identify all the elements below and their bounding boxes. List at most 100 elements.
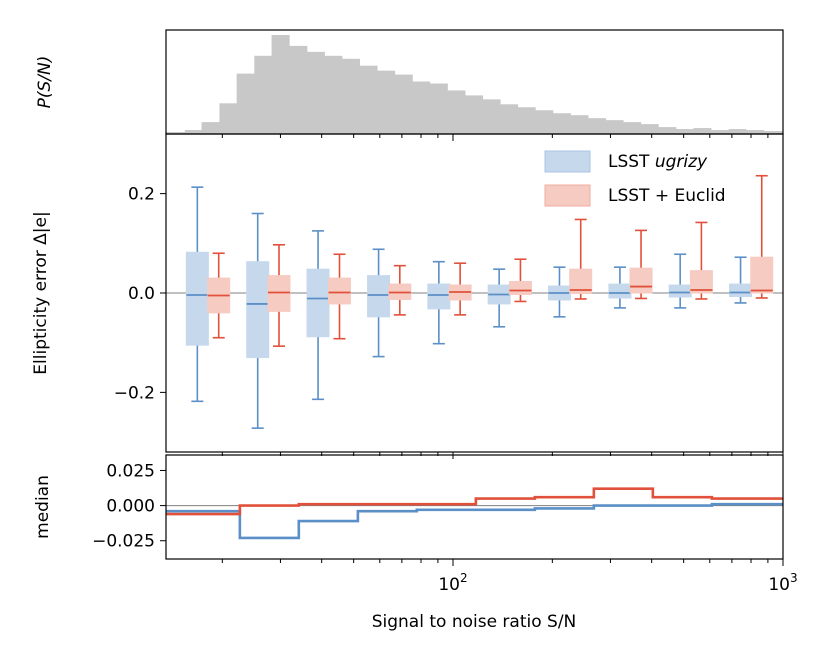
boxplot-box bbox=[689, 270, 713, 294]
x-tick-label: 102 bbox=[438, 571, 467, 595]
boxplot-item bbox=[487, 268, 511, 328]
histogram-bar bbox=[746, 130, 765, 134]
boxplot-panel: −0.2 0.0 0.2 Ellipticity error Δ|e| LSST u… bbox=[31, 133, 784, 459]
boxplot-item bbox=[729, 256, 753, 304]
histogram-bar bbox=[447, 90, 466, 134]
x-tick-label-exponent: 3 bbox=[790, 571, 798, 585]
histogram-bar bbox=[342, 58, 360, 135]
median-y-ticks: −0.025 0.000 0.025 bbox=[92, 461, 166, 552]
histogram-bar bbox=[289, 45, 308, 134]
x-axis-label: Signal to noise ratio S/N bbox=[372, 612, 577, 632]
boxplot-y-label: Ellipticity error Δ|e| bbox=[31, 211, 51, 374]
histogram-bar bbox=[763, 131, 784, 134]
boxplot-item bbox=[448, 262, 472, 316]
histogram-bar bbox=[254, 55, 272, 134]
boxplot-series-euclid bbox=[207, 174, 774, 347]
boxplot-box bbox=[185, 251, 209, 346]
boxplot-item bbox=[306, 230, 330, 401]
legend-label-lsst-plain: LSST bbox=[608, 152, 655, 172]
y-tick-label: 0.000 bbox=[106, 497, 155, 517]
boxplot-marks bbox=[185, 174, 774, 429]
histogram-bar bbox=[658, 127, 677, 134]
boxplot-item bbox=[388, 264, 412, 316]
histogram-bar bbox=[429, 83, 448, 134]
boxplot-box bbox=[246, 261, 270, 359]
histogram-bar bbox=[359, 65, 378, 134]
boxplot-box bbox=[367, 275, 391, 318]
legend-swatch-euclid bbox=[544, 184, 591, 207]
boxplot-series-lsst bbox=[185, 186, 753, 429]
boxplot-item bbox=[608, 266, 632, 309]
boxplot-item bbox=[668, 253, 692, 309]
histogram-bar bbox=[570, 115, 589, 134]
boxplot-item bbox=[246, 212, 270, 429]
boxplot-box bbox=[629, 267, 653, 294]
boxplot-item bbox=[569, 218, 593, 300]
y-tick-label: 0.025 bbox=[106, 461, 155, 481]
median-frame bbox=[165, 454, 784, 560]
boxplot-item bbox=[508, 258, 532, 303]
median-step-euclid bbox=[166, 487, 783, 516]
boxplot-item bbox=[427, 260, 451, 345]
histogram-bar bbox=[394, 74, 413, 134]
histogram-bar bbox=[465, 95, 484, 134]
histogram-bar bbox=[184, 130, 202, 134]
y-tick-label: −0.2 bbox=[114, 383, 155, 403]
histogram-bar bbox=[728, 129, 747, 134]
boxplot-box bbox=[608, 283, 632, 299]
legend-label-lsst-italic: ugrizy bbox=[655, 152, 708, 172]
histogram-bar bbox=[605, 120, 624, 134]
legend-label-euclid: LSST + Euclid bbox=[608, 186, 726, 206]
x-tick-label: 103 bbox=[768, 571, 797, 595]
boxplot-item bbox=[689, 221, 713, 300]
boxplot-item bbox=[185, 186, 209, 403]
boxplot-box bbox=[668, 284, 692, 298]
median-y-label: median bbox=[33, 475, 53, 539]
boxplot-box bbox=[569, 268, 593, 294]
histogram-bar bbox=[412, 81, 431, 134]
histogram-bar bbox=[219, 103, 238, 134]
histogram-y-label: P(S/N) bbox=[35, 56, 55, 109]
boxplot-box bbox=[508, 281, 532, 295]
boxplot-box bbox=[328, 277, 352, 305]
boxplot-box bbox=[729, 283, 753, 297]
histogram-bar bbox=[675, 129, 694, 134]
histogram-bar bbox=[377, 70, 396, 134]
boxplot-item bbox=[328, 253, 352, 340]
histogram-bar bbox=[500, 104, 519, 134]
histogram-bar bbox=[236, 73, 255, 134]
boxplot-box bbox=[750, 256, 774, 294]
histogram-bar bbox=[201, 122, 220, 134]
boxplot-item bbox=[367, 248, 391, 358]
histogram-bar bbox=[482, 99, 501, 134]
histogram-bar bbox=[166, 132, 186, 134]
histogram-bar bbox=[640, 124, 659, 134]
x-tick-label-base: 10 bbox=[438, 575, 460, 595]
median-step-lines bbox=[166, 487, 783, 540]
x-tick-label-exponent: 2 bbox=[460, 571, 468, 585]
legend: LSST ugrizy LSST + Euclid bbox=[544, 150, 726, 207]
legend-label-lsst: LSST ugrizy bbox=[608, 152, 708, 172]
histogram-bars bbox=[166, 35, 784, 135]
median-x-ticks: 102 103 bbox=[221, 559, 798, 595]
y-tick-label: 0.2 bbox=[128, 185, 155, 205]
histogram-bar bbox=[588, 118, 607, 134]
histogram-bar bbox=[306, 51, 325, 134]
histogram-bar bbox=[517, 107, 536, 134]
boxplot-box bbox=[306, 268, 330, 338]
histogram-bar bbox=[271, 35, 290, 134]
histogram-bar bbox=[535, 110, 554, 134]
boxplot-box bbox=[427, 283, 451, 310]
boxplot-y-ticks: −0.2 0.0 0.2 bbox=[114, 185, 166, 403]
boxplot-item bbox=[750, 174, 774, 299]
y-tick-label: 0.0 bbox=[128, 284, 155, 304]
histogram-bar bbox=[552, 113, 571, 134]
histogram-bar bbox=[623, 122, 642, 134]
median-step-lsst bbox=[166, 502, 783, 540]
legend-swatch-lsst bbox=[544, 150, 591, 173]
y-tick-label: −0.025 bbox=[92, 532, 155, 552]
boxplot-item bbox=[267, 244, 291, 347]
boxplot-item bbox=[207, 252, 231, 339]
